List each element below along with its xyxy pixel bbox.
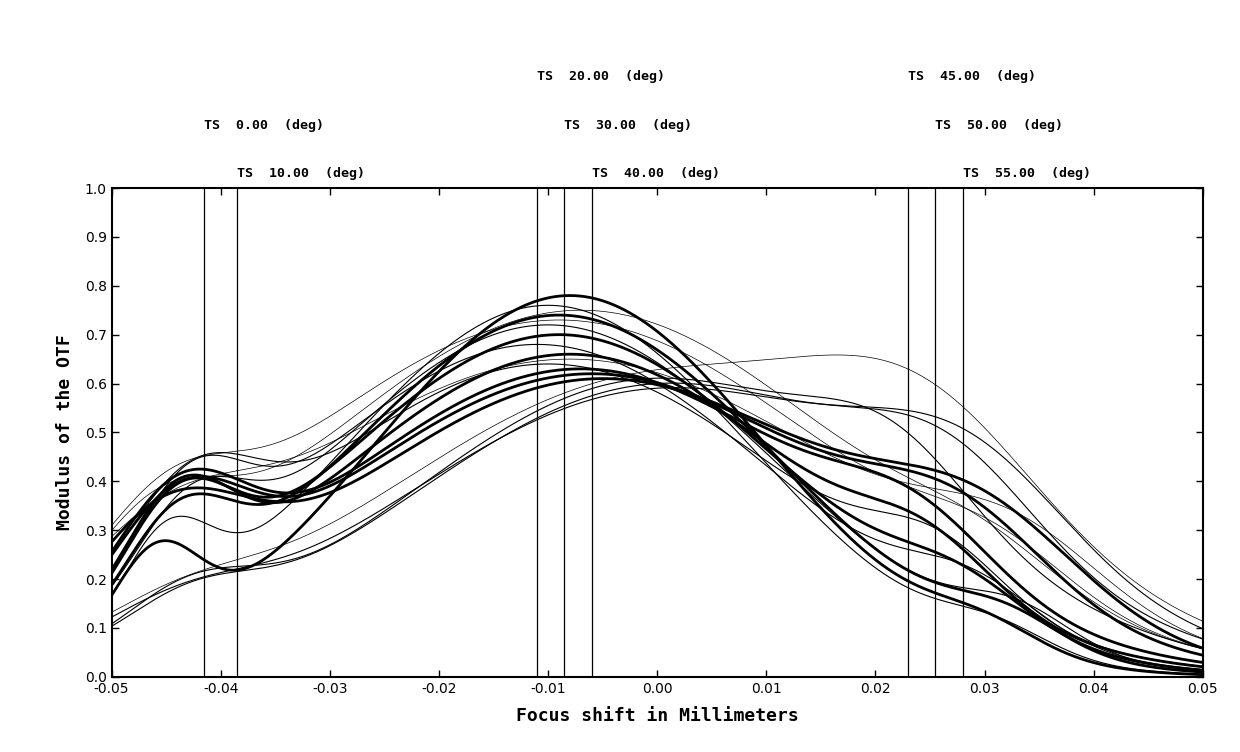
Text: TS  55.00  (deg): TS 55.00 (deg)	[962, 168, 1091, 180]
Text: TS  30.00  (deg): TS 30.00 (deg)	[564, 119, 692, 132]
Text: TS  50.00  (deg): TS 50.00 (deg)	[935, 119, 1064, 132]
Y-axis label: Modulus of the OTF: Modulus of the OTF	[56, 335, 73, 530]
X-axis label: Focus shift in Millimeters: Focus shift in Millimeters	[516, 707, 799, 725]
Text: TS  45.00  (deg): TS 45.00 (deg)	[908, 70, 1037, 83]
Text: TS  0.00  (deg): TS 0.00 (deg)	[205, 119, 325, 132]
Text: TS  20.00  (deg): TS 20.00 (deg)	[537, 70, 665, 83]
Text: TS  10.00  (deg): TS 10.00 (deg)	[237, 168, 365, 180]
Text: TS  40.00  (deg): TS 40.00 (deg)	[591, 168, 719, 180]
